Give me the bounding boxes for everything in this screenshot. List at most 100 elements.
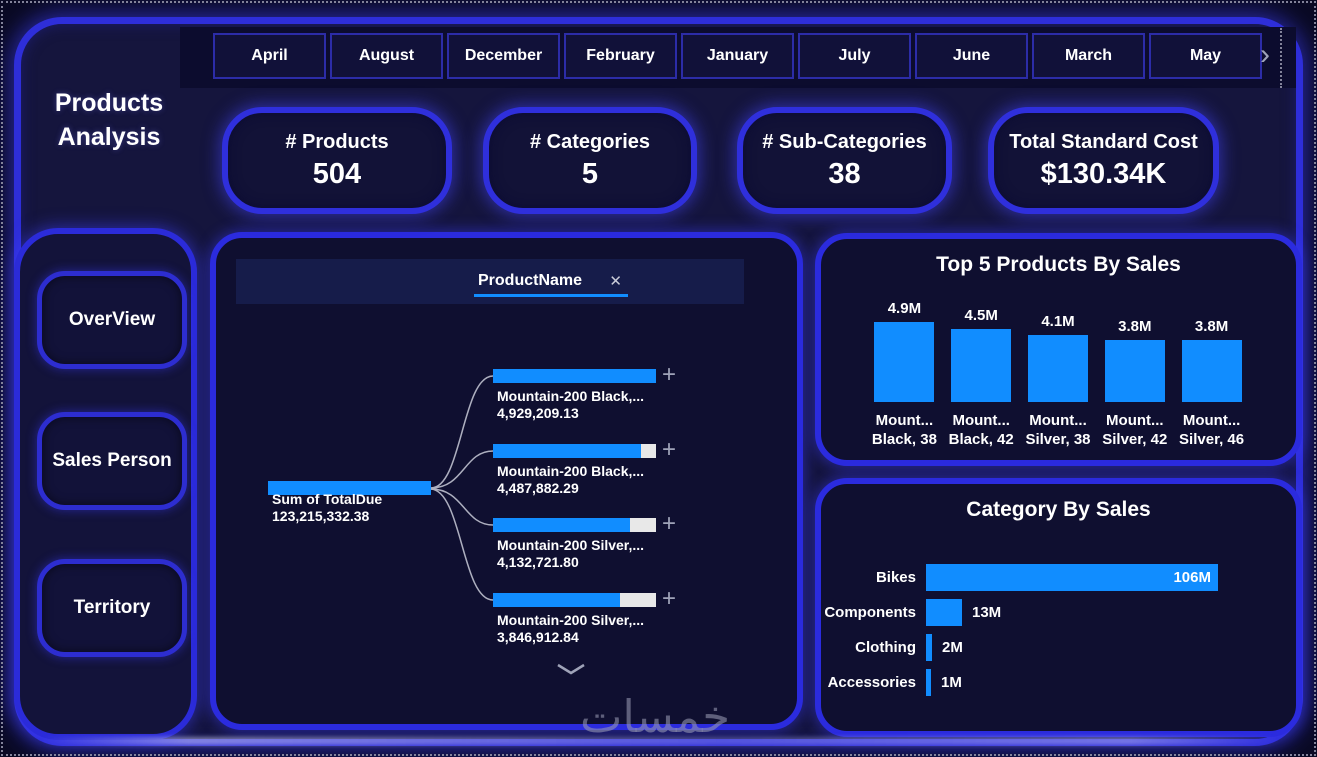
top5-bar[interactable] xyxy=(1104,340,1165,402)
category-title: Category By Sales xyxy=(966,498,1151,521)
tree-node-bar[interactable] xyxy=(493,593,656,607)
top5-category-line1: Mount... xyxy=(875,412,934,429)
top5-bar[interactable] xyxy=(1181,340,1242,402)
top5-axis-labels: Mount... Black, 38 Mount... Black, 42 Mount.… xyxy=(866,411,1250,449)
top5-bar[interactable] xyxy=(1027,335,1088,402)
month-tab-february[interactable]: February xyxy=(564,33,677,79)
tree-node-value: 4,132,721.80 xyxy=(497,554,579,570)
category-value-label: 2M xyxy=(942,639,963,656)
tree-node-name: Mountain-200 Black,... xyxy=(497,388,645,404)
month-slicer: April August December February January July Ju… xyxy=(213,33,1262,79)
top5-column: 3.8M xyxy=(1096,297,1173,402)
top5-category-line1: Mount... xyxy=(1029,412,1087,429)
top5-category-label: Mount... Silver, 46 xyxy=(1173,411,1250,449)
tree-node-value: 4,487,882.29 xyxy=(497,480,579,496)
tree-field-chip[interactable]: ProductName ✕ xyxy=(474,267,628,297)
kpi-label: # Sub-Categories xyxy=(762,130,927,153)
plus-icon[interactable]: + xyxy=(662,361,677,388)
month-tab-august[interactable]: August xyxy=(330,33,443,79)
category-value-label: 13M xyxy=(972,604,1002,621)
kpi-card-2: # Categories 5 xyxy=(483,107,697,214)
tree-field-header: ProductName ✕ xyxy=(236,259,744,304)
top5-category-line1: Mount... xyxy=(952,412,1010,429)
category-bar[interactable]: 106M xyxy=(926,564,1218,591)
top5-value-label: 3.8M xyxy=(1194,318,1229,335)
category-row-clothing: Clothing 2M xyxy=(821,634,1296,661)
slicer-next-icon[interactable]: › xyxy=(1260,38,1270,71)
tree-node-label: Mountain-200 Silver,... 4,132,721.80 xyxy=(497,537,644,571)
category-bar[interactable] xyxy=(926,634,932,661)
bottom-glow xyxy=(40,737,1280,745)
tree-node-bar-fill xyxy=(493,593,621,607)
category-chart: Bikes 106M Components 13M Clothing 2M Accessor… xyxy=(821,564,1296,704)
category-bar[interactable] xyxy=(926,599,962,626)
top5-bar[interactable] xyxy=(874,322,935,402)
top5-column: 4.1M xyxy=(1020,297,1097,402)
nav-button-sales-person[interactable]: Sales Person xyxy=(37,412,187,510)
tree-node-value: 3,846,912.84 xyxy=(497,629,579,645)
tree-root-label: Sum of TotalDue 123,215,332.38 xyxy=(272,491,383,524)
top5-category-label: Mount... Silver, 38 xyxy=(1020,411,1097,449)
month-tab-march[interactable]: March xyxy=(1032,33,1145,79)
kpi-value: $130.34K xyxy=(1040,157,1167,190)
top5-column: 3.8M xyxy=(1173,297,1250,402)
top5-column: 4.5M xyxy=(943,297,1020,402)
top5-bar[interactable] xyxy=(951,329,1012,402)
top5-value-label: 4.9M xyxy=(887,300,922,317)
nav-button-overview[interactable]: OverView xyxy=(37,271,187,369)
tree-node-bar[interactable] xyxy=(493,444,656,458)
tree-node-label: Mountain-200 Black,... 4,487,882.29 xyxy=(497,463,644,497)
category-value-label: 106M xyxy=(1173,569,1211,586)
tree-root-bar-fill xyxy=(268,481,431,495)
top5-chart: 4.9M 4.5M 4.1M 3.8M 3.8M xyxy=(866,297,1250,402)
kpi-label: # Categories xyxy=(529,130,651,153)
category-sales-panel: Category By Sales Bikes 106M Components 13M… xyxy=(815,478,1302,737)
top5-column: 4.9M xyxy=(866,297,943,402)
plus-icon[interactable]: + xyxy=(662,585,677,612)
tree-branch-lines xyxy=(430,375,494,601)
kpi-label: Total Standard Cost xyxy=(1009,130,1198,153)
top5-category-line2: Silver, 42 xyxy=(1102,431,1168,448)
month-tab-july[interactable]: July xyxy=(798,33,911,79)
kpi-value: 38 xyxy=(828,157,861,190)
tree-node-name: Mountain-200 Black,... xyxy=(497,463,645,479)
category-label: Components xyxy=(824,604,916,621)
category-bar[interactable] xyxy=(926,669,931,696)
nav-button-territory[interactable]: Territory xyxy=(37,559,187,657)
tree-node-bar[interactable] xyxy=(493,369,656,383)
top5-category-label: Mount... Black, 42 xyxy=(943,411,1020,449)
tree-root-bar[interactable] xyxy=(268,481,431,495)
plus-icon[interactable]: + xyxy=(662,436,677,463)
category-row-bikes: Bikes 106M xyxy=(821,564,1296,591)
top5-category-line1: Mount... xyxy=(1182,412,1241,429)
top5-products-panel: Top 5 Products By Sales 4.9M 4.5M 4.1M 3.8M… xyxy=(815,233,1302,466)
month-tab-may[interactable]: May xyxy=(1149,33,1262,79)
decomposition-tree-panel: ProductName ✕ Sum of TotalDue 123,215,33… xyxy=(210,232,803,730)
tree-node-bar-fill xyxy=(493,518,630,532)
page-title: Products Analysis xyxy=(54,89,164,151)
top5-value-label: 3.8M xyxy=(1118,318,1152,335)
kpi-card-3: # Sub-Categories 38 xyxy=(737,107,952,214)
month-tab-april[interactable]: April xyxy=(213,33,326,79)
tree-field-label: ProductName xyxy=(478,271,583,289)
tree-node-label: Mountain-200 Black,... 4,929,209.13 xyxy=(497,388,644,422)
top5-value-label: 4.5M xyxy=(964,307,998,324)
tree-node-bar-fill xyxy=(493,369,656,383)
plus-icon[interactable]: + xyxy=(662,510,677,537)
nav-panel: OverView Sales Person Territory xyxy=(14,228,197,740)
slicer-scroll-dots xyxy=(1280,28,1282,88)
close-icon[interactable]: ✕ xyxy=(609,272,622,290)
month-tab-december[interactable]: December xyxy=(447,33,560,79)
category-label: Accessories xyxy=(827,674,916,691)
tree-node-bar-fill xyxy=(493,444,642,458)
category-row-components: Components 13M xyxy=(821,599,1296,626)
top5-category-line2: Silver, 38 xyxy=(1025,431,1091,448)
top5-category-line2: Silver, 46 xyxy=(1179,431,1245,448)
month-tab-january[interactable]: January xyxy=(681,33,794,79)
tree-node-value: 4,929,209.13 xyxy=(497,405,579,421)
kpi-card-4: Total Standard Cost $130.34K xyxy=(988,107,1219,214)
expand-more-icon[interactable] xyxy=(556,662,586,681)
tree-node-bar[interactable] xyxy=(493,518,656,532)
month-tab-june[interactable]: June xyxy=(915,33,1028,79)
